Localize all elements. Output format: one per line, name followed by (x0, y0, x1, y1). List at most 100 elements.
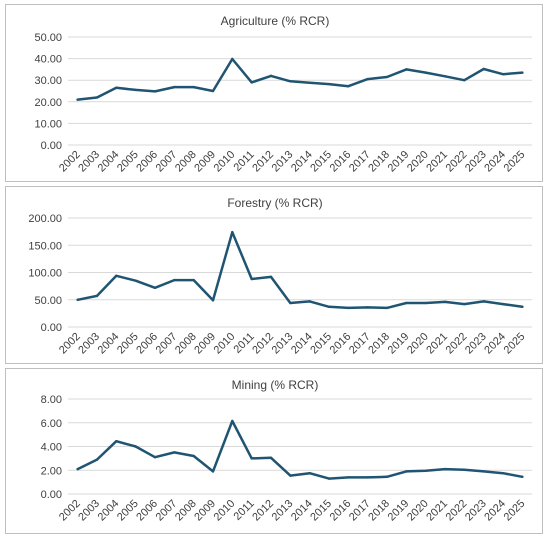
data-point (308, 300, 311, 303)
data-point (134, 279, 137, 282)
data-point (250, 277, 253, 281)
data-point (250, 81, 253, 84)
x-tick-label: 2019 (386, 149, 412, 175)
x-tick-label: 2019 (386, 331, 412, 357)
x-tick-label: 2021 (424, 331, 450, 357)
chart-panel-forestry: Forestry (% RCR) 0.00 50.00 100.00 150.00 200… (5, 186, 543, 364)
data-point (385, 306, 389, 310)
data-point (192, 278, 195, 282)
data-point (463, 302, 466, 306)
x-tick-label: 2017 (347, 149, 373, 175)
x-tick-label: 2018 (366, 498, 392, 524)
x-tick-label: 2008 (173, 498, 199, 524)
y-tick-label: 0.00 (41, 322, 62, 334)
x-tick-label: 2017 (347, 331, 373, 357)
data-point (76, 98, 79, 101)
data-point (134, 88, 137, 92)
x-tick-label: 2019 (386, 498, 412, 524)
data-point (289, 301, 292, 305)
data-point (521, 305, 524, 309)
x-tick-label: 2023 (463, 498, 489, 524)
data-point (192, 454, 195, 458)
data-point (173, 278, 176, 282)
data-point (173, 85, 176, 89)
data-point (405, 301, 408, 305)
y-tick-label: 40.00 (34, 54, 62, 66)
x-tick-label: 2006 (134, 498, 160, 524)
series-line (76, 419, 524, 480)
x-tick-label: 2005 (115, 149, 141, 175)
data-point (443, 467, 447, 471)
x-tick-label: 2018 (366, 331, 392, 357)
data-point (211, 299, 215, 302)
data-point (153, 286, 157, 289)
data-point (347, 85, 350, 88)
data-point (289, 80, 292, 83)
x-tick-label: 2008 (173, 149, 199, 175)
x-tick-label: 2025 (502, 498, 528, 524)
data-point (269, 456, 273, 459)
chart-svg-mining: Mining (% RCR)0.002.004.006.008.00200220… (41, 378, 532, 524)
data-point (443, 75, 447, 78)
data-point (327, 305, 331, 309)
x-tick-label: 2013 (270, 149, 296, 175)
data-point (482, 470, 485, 473)
x-tick-label: 2015 (308, 149, 334, 175)
data-point (308, 472, 311, 475)
chart-svg-agriculture: Agriculture (% RCR) 0.00 10.00 20.00 30.00 40… (34, 14, 532, 175)
data-point (95, 458, 99, 461)
y-tick-label: 8.00 (41, 394, 62, 406)
y-tick-label: 100.00 (28, 268, 62, 280)
x-tick-label: 2014 (289, 498, 315, 524)
x-tick-label: 2021 (424, 498, 450, 524)
data-point (231, 57, 234, 61)
data-point (405, 470, 408, 473)
data-point (115, 86, 118, 89)
x-tick-label: 2003 (76, 498, 102, 524)
chart-panel-agriculture: Agriculture (% RCR) 0.00 10.00 20.00 30.00 40… (5, 4, 543, 182)
chart-title: Agriculture (% RCR) (221, 14, 330, 28)
y-tick-label: 6.00 (41, 418, 62, 430)
x-tick-label: 2022 (444, 149, 470, 175)
x-tick-label: 2022 (444, 498, 470, 524)
x-tick-label: 2017 (347, 498, 373, 524)
x-tick-label: 2005 (115, 331, 141, 357)
x-tick-label: 2012 (250, 331, 276, 357)
data-point (76, 467, 79, 471)
x-tick-label: 2013 (270, 498, 296, 524)
data-point (76, 298, 79, 301)
data-point (501, 472, 505, 475)
y-tick-label: 50.00 (34, 32, 62, 44)
data-point (173, 451, 176, 454)
x-tick-label: 2007 (154, 149, 180, 175)
x-tick-label: 2003 (76, 149, 102, 175)
x-tick-label: 2015 (308, 498, 334, 524)
x-tick-label: 2009 (192, 331, 218, 357)
x-tick-label: 2016 (328, 498, 354, 524)
data-point (134, 445, 137, 448)
data-point (192, 85, 195, 89)
data-point (153, 90, 157, 93)
data-point (424, 469, 427, 473)
data-point (366, 476, 369, 479)
data-point (211, 89, 215, 93)
x-tick-label: 2007 (154, 498, 180, 524)
x-tick-label: 2010 (212, 498, 238, 524)
data-point (269, 74, 273, 78)
data-point (347, 476, 350, 479)
y-tick-label: 30.00 (34, 75, 62, 87)
x-tick-label: 2008 (173, 331, 199, 357)
data-point (95, 294, 99, 298)
x-tick-label: 2025 (502, 149, 528, 175)
data-point (211, 470, 215, 473)
series-line (76, 230, 524, 310)
x-tick-label: 2005 (115, 498, 141, 524)
y-tick-label: 200.00 (28, 213, 62, 225)
data-point (327, 477, 331, 480)
chart-title: Mining (% RCR) (232, 378, 319, 392)
data-point (463, 79, 466, 82)
data-point (347, 306, 350, 310)
data-point (424, 71, 427, 74)
x-tick-label: 2021 (424, 149, 450, 175)
x-tick-label: 2023 (463, 149, 489, 175)
